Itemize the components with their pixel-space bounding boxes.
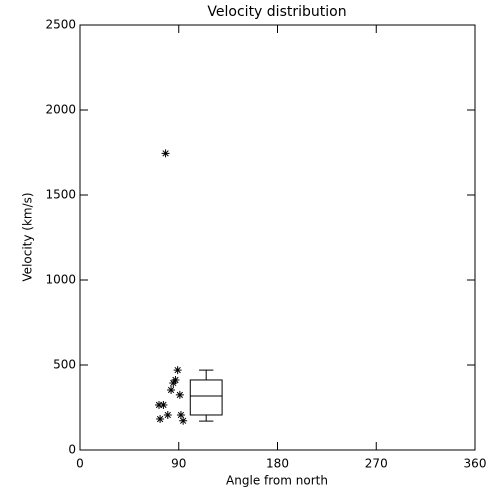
chart-title: Velocity distribution — [207, 4, 346, 20]
asterisk-point — [176, 410, 185, 419]
y-tick-label: 2000 — [45, 103, 76, 117]
x-axis-label: Angle from north — [226, 474, 328, 488]
y-tick-label: 0 — [68, 443, 76, 457]
y-tick-label: 1500 — [45, 188, 76, 202]
y-tick-label: 1000 — [45, 273, 76, 287]
x-tick-label: 0 — [76, 457, 84, 471]
asterisk-point — [173, 366, 182, 375]
asterisk-point — [163, 410, 172, 419]
x-tick-label: 270 — [365, 457, 388, 471]
plot-frame — [79, 24, 476, 451]
asterisk-point — [171, 375, 180, 384]
asterisk-point — [179, 416, 188, 425]
asterisk-point — [156, 415, 165, 424]
y-tick-label: 2500 — [45, 18, 76, 32]
asterisk-point — [155, 400, 163, 409]
y-axis-label: Velocity (km/s) — [21, 192, 35, 281]
asterisk-point — [175, 390, 184, 399]
x-tick-label: 360 — [464, 457, 487, 471]
asterisk-point — [169, 379, 178, 388]
x-tick-label: 180 — [266, 457, 289, 471]
asterisk-point — [167, 385, 176, 394]
asterisk-point — [159, 400, 168, 409]
x-tick-label: 90 — [171, 457, 186, 471]
box — [189, 379, 223, 416]
asterisk-point — [161, 149, 170, 158]
y-tick-label: 500 — [53, 358, 76, 372]
